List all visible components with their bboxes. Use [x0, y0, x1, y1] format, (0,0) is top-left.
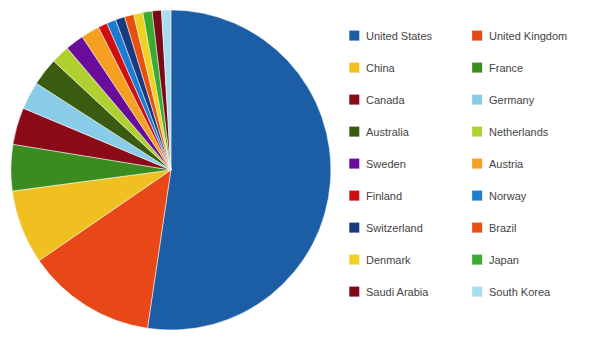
svg-text:Switzerland: Switzerland [366, 222, 423, 234]
svg-text:United States: United States [366, 30, 433, 42]
svg-text:South Korea: South Korea [489, 286, 551, 298]
svg-text:Netherlands: Netherlands [489, 126, 549, 138]
svg-text:China: China [366, 62, 396, 74]
svg-text:Finland: Finland [366, 190, 402, 202]
svg-text:Denmark: Denmark [366, 254, 411, 266]
svg-text:Sweden: Sweden [366, 158, 406, 170]
svg-text:Canada: Canada [366, 94, 405, 106]
svg-text:Austria: Austria [489, 158, 524, 170]
svg-text:Norway: Norway [489, 190, 527, 202]
svg-text:France: France [489, 62, 523, 74]
svg-text:Japan: Japan [489, 254, 519, 266]
svg-text:Germany: Germany [489, 94, 535, 106]
svg-text:Saudi Arabia: Saudi Arabia [366, 286, 429, 298]
svg-text:United Kingdom: United Kingdom [489, 30, 567, 42]
svg-text:Australia: Australia [366, 126, 410, 138]
svg-text:Brazil: Brazil [489, 222, 517, 234]
